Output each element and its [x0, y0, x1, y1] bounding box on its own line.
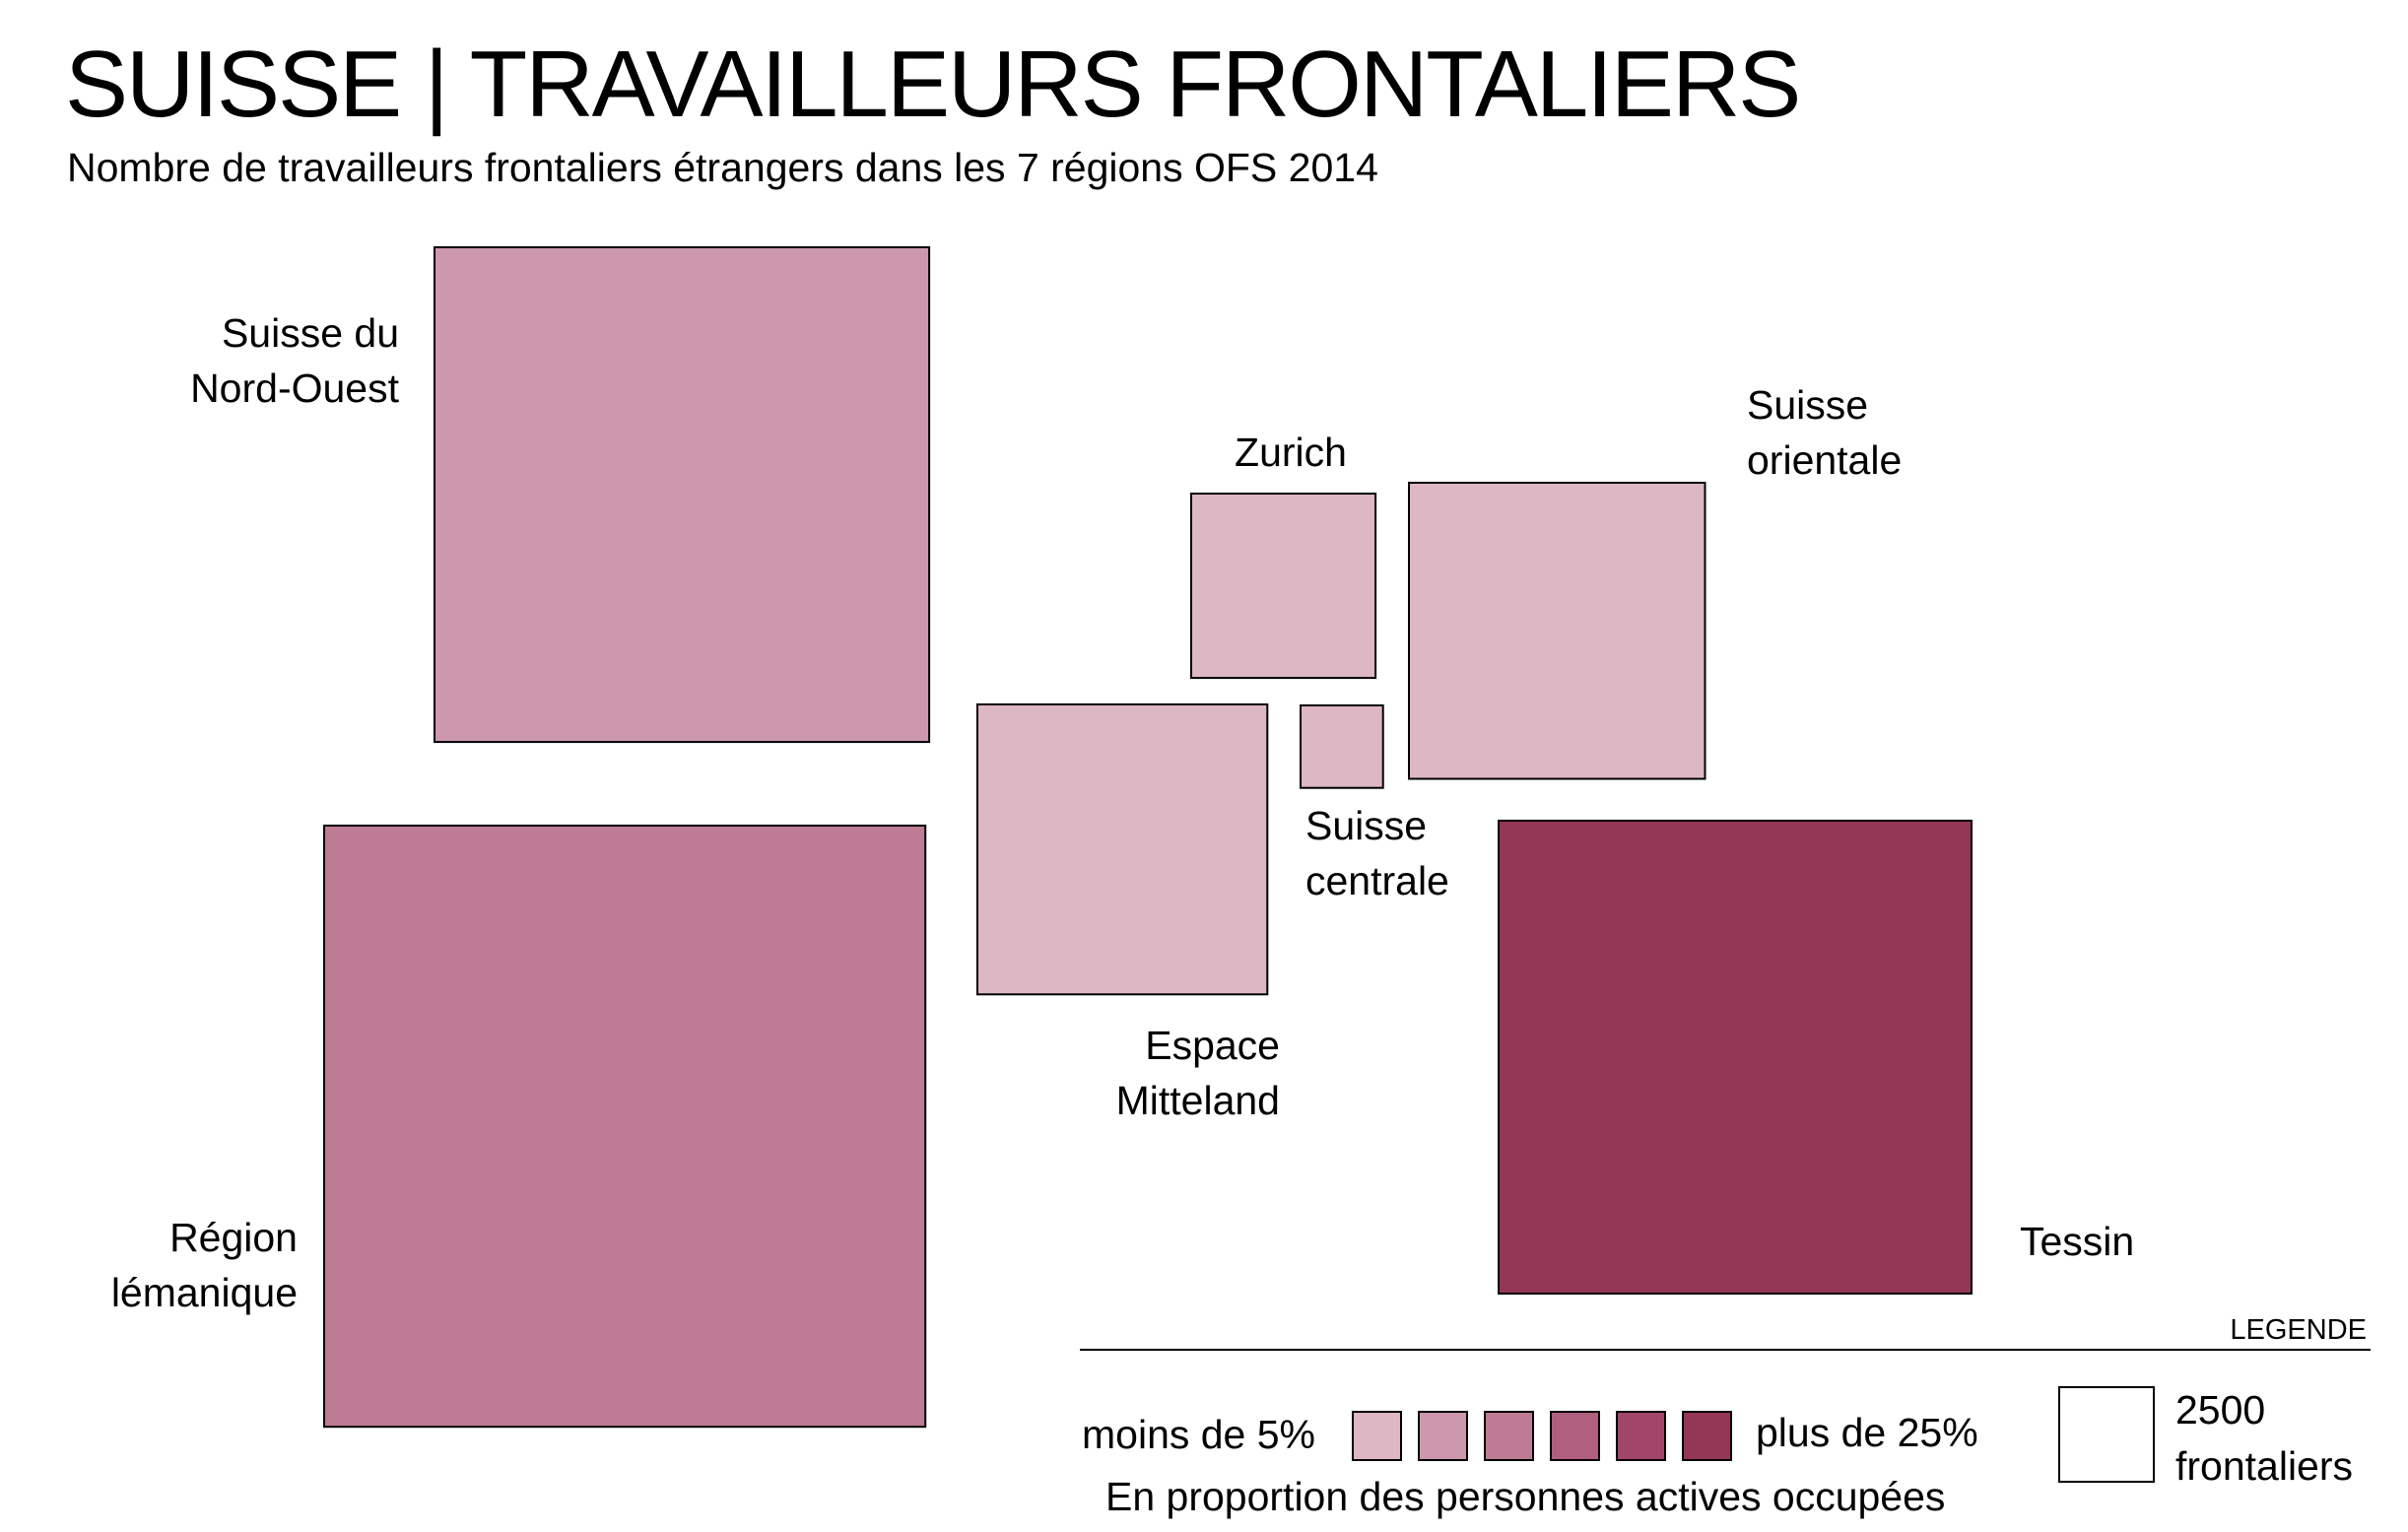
region-squares: Suisse du Nord-Ouest Région lémanique Espace… [111, 246, 2134, 1429]
region-label-suisse-du-nord-ouest: Suisse du [222, 310, 399, 356]
legend-size-value: 2500 [2175, 1387, 2265, 1432]
region-label-region-lemanique: Région [169, 1215, 298, 1260]
legend-title: LEGENDE [2230, 1314, 2367, 1346]
region-label-zurich: Zurich [1235, 430, 1347, 475]
region-square-suisse-centrale [1300, 704, 1384, 789]
chart-title: SUISSE | TRAVAILLEURS FRONTALIERS [65, 32, 1801, 137]
legend-swatch-6 [1682, 1411, 1732, 1461]
legend-size-unit: frontaliers [2175, 1443, 2353, 1489]
chart-subtitle: Nombre de travailleurs frontaliers étran… [67, 145, 1378, 190]
region-label-region-lemanique: lémanique [111, 1270, 298, 1315]
region-label-suisse-orientale: orientale [1747, 437, 1902, 483]
region-label-suisse-orientale: Suisse [1747, 382, 1868, 428]
legend: LEGENDE moins de 5% plus de 25% En propo… [1080, 1314, 2371, 1519]
region-square-espace-mitteland [976, 703, 1269, 996]
legend-swatch-1 [1352, 1411, 1402, 1461]
legend-swatch-5 [1616, 1411, 1666, 1461]
legend-swatch-4 [1550, 1411, 1600, 1461]
region-label-tessin: Tessin [2020, 1219, 2134, 1264]
region-label-espace-mitteland: Espace [1145, 1023, 1280, 1068]
region-label-suisse-centrale: centrale [1305, 858, 1449, 903]
region-square-tessin [1498, 820, 1973, 1295]
region-label-espace-mitteland: Mitteland [1116, 1078, 1280, 1123]
legend-high-label: plus de 25% [1756, 1410, 1978, 1455]
legend-swatch-3 [1484, 1411, 1534, 1461]
legend-caption: En proportion des personnes actives occu… [1105, 1474, 1945, 1519]
region-label-suisse-du-nord-ouest: Nord-Ouest [190, 366, 400, 411]
legend-swatches [1352, 1411, 1732, 1461]
legend-size-reference-square [2058, 1386, 2155, 1483]
region-square-suisse-orientale [1408, 482, 1706, 780]
region-square-suisse-du-nord-ouest [434, 246, 931, 744]
region-square-region-lemanique [323, 825, 927, 1429]
region-square-zurich [1190, 493, 1377, 680]
region-label-suisse-centrale: Suisse [1305, 803, 1427, 848]
legend-swatch-2 [1418, 1411, 1468, 1461]
legend-low-label: moins de 5% [1082, 1412, 1315, 1457]
